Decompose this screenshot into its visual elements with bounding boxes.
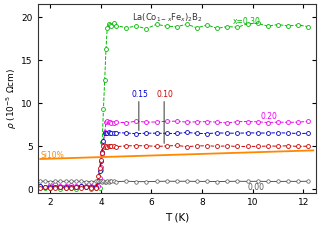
Text: 0.15: 0.15 [131, 90, 148, 99]
Text: La(Co$_{1-x}$Fe$_{x}$)$_2$B$_2$: La(Co$_{1-x}$Fe$_{x}$)$_2$B$_2$ [132, 12, 203, 24]
Text: Si10%: Si10% [40, 151, 64, 160]
Y-axis label: $\rho$ (10$^{-5}$ $\Omega$cm): $\rho$ (10$^{-5}$ $\Omega$cm) [4, 68, 19, 129]
Text: 0.00: 0.00 [248, 183, 265, 192]
Text: x=0.30: x=0.30 [232, 17, 260, 26]
Text: 0.10: 0.10 [156, 90, 173, 99]
Text: 0.20: 0.20 [260, 112, 277, 121]
X-axis label: T (K): T (K) [165, 213, 189, 223]
